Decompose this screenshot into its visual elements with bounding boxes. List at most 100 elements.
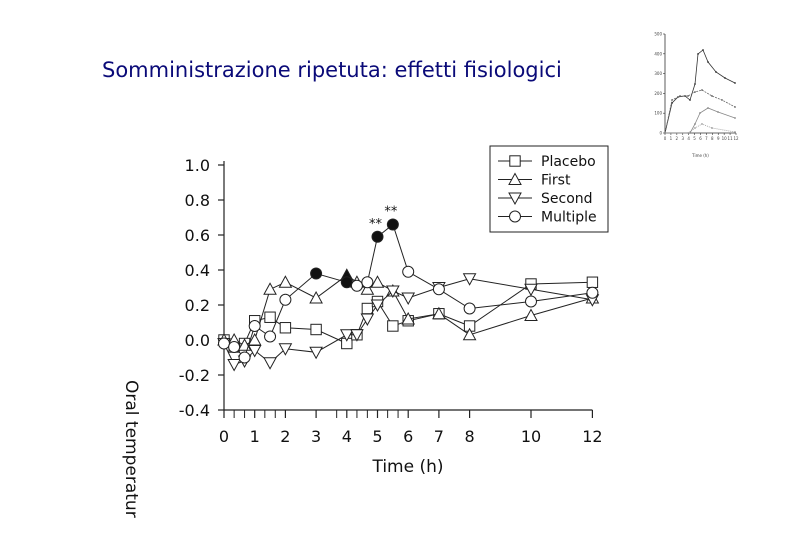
thumb-data-point [734,131,736,133]
thumb-x-tick-label: 12 [733,136,739,141]
y-tick-label: 0.8 [185,191,210,210]
thumb-data-point [707,107,709,109]
x-tick-label: 8 [465,427,475,446]
thumb-x-tick-label: 6 [699,136,702,141]
thumb-x-tick-label: 0 [664,136,667,141]
data-point-first [278,275,293,288]
thumb-data-point [721,99,723,101]
thumb-data-point [711,127,713,129]
chart-axes: 1.00.80.60.40.20.0-0.2-0.40 1 2 3 4 5 6 7 8 10 12 [179,156,603,446]
thumb-data-point [694,91,696,93]
y-tick-label: 0.0 [185,331,210,350]
data-point-multiple [371,230,384,243]
thumb-data-point [689,99,691,101]
thumb-data-point [734,82,736,84]
thumb-data-point [679,95,681,97]
legend-label-placebo: Placebo [541,154,596,170]
thumb-x-tick-label: 1 [670,136,673,141]
x-tick-label: 0 [219,427,229,446]
data-point-second [462,273,477,286]
legend-marker-placebo [509,155,521,167]
thumb-y-tick-label: 200 [654,91,662,96]
data-point-second [263,357,277,370]
thumb-data-point [734,117,736,119]
y-tick-label: 0.2 [185,296,210,315]
x-tick-label: 10 [521,427,541,446]
data-point-multiple [279,293,292,306]
x-tick-label: 2 [280,427,290,446]
data-point-second [247,345,262,358]
slide-title: Somministrazione ripetuta: effetti fisio… [102,58,562,82]
data-point-first [263,282,277,295]
thumb-data-point [701,89,703,91]
thumb-data-point [664,132,666,134]
thumb-data-point [701,123,703,125]
data-point-placebo [279,322,292,334]
y-tick-label: 1.0 [185,156,210,175]
data-point-multiple [350,279,363,292]
thumb-data-point [694,83,696,85]
thumb-data-point [702,49,704,51]
thumb-x-tick-label: 7 [705,136,708,141]
thumb-series-line [665,107,736,134]
data-point-placebo [310,323,322,336]
data-point-second [278,343,293,356]
chart-legend: Placebo First Second Multiple [489,145,609,233]
thumb-y-tick-label: 400 [654,51,662,56]
x-tick-label: 4 [342,427,352,446]
data-point-multiple [525,295,537,308]
thumb-x-tick-label: 10 [722,136,728,141]
thumb-x-tick-label: 3 [681,136,684,141]
thumb-data-point [687,132,689,134]
data-point-multiple [432,283,445,296]
x-tick-label: 7 [434,427,444,446]
data-point-first [401,311,416,325]
data-point-first [462,327,477,341]
data-point-first [309,290,323,304]
data-point-multiple [586,286,599,299]
data-point-placebo [387,320,399,332]
data-point-second [227,359,241,372]
significance-annotation: ** [384,205,398,220]
thumb-x-axis-label: Time (h) [691,153,709,158]
data-point-multiple [402,265,415,278]
data-point-second [370,299,385,313]
chart-annotations: **** [369,205,398,232]
chart-series [217,218,600,372]
data-point-second [524,283,538,297]
thumb-data-point [699,112,701,114]
legend-marker-multiple [509,210,521,223]
thumb-x-tick-label: 5 [693,136,696,141]
thumb-x-tick-label: 11 [728,136,734,141]
data-point-multiple [228,341,241,353]
thumb-data-point [707,61,709,63]
thumb-series-line [664,49,736,134]
thumb-data-point [687,95,689,97]
thumb-data-point [684,95,686,97]
thumb-data-point [711,95,713,97]
y-axis-label: Oral temperatur [121,380,141,518]
data-point-second [339,329,354,342]
data-point-second [401,292,416,306]
thumb-x-tick-label: 8 [711,136,714,141]
x-tick-label: 3 [311,427,321,446]
series-multiple [218,218,599,364]
data-point-multiple [238,351,251,364]
data-point-second [386,285,400,299]
data-point-first [370,275,385,288]
data-point-second [350,329,364,342]
thumb-x-tick-label: 9 [717,136,720,141]
x-tick-label: 1 [250,427,260,446]
y-tick-label: 0.4 [185,261,210,280]
data-point-multiple [310,267,323,280]
thumb-x-tick-label: 2 [676,136,679,141]
thumb-data-point [689,132,691,134]
data-point-multiple [361,276,374,289]
thumb-y-tick-label: 300 [654,71,662,76]
thumb-y-tick-label: 0 [659,131,662,136]
thumb-y-tick-label: 100 [654,111,662,116]
y-tick-label: -0.2 [179,366,210,385]
x-tick-label: 12 [582,427,602,446]
